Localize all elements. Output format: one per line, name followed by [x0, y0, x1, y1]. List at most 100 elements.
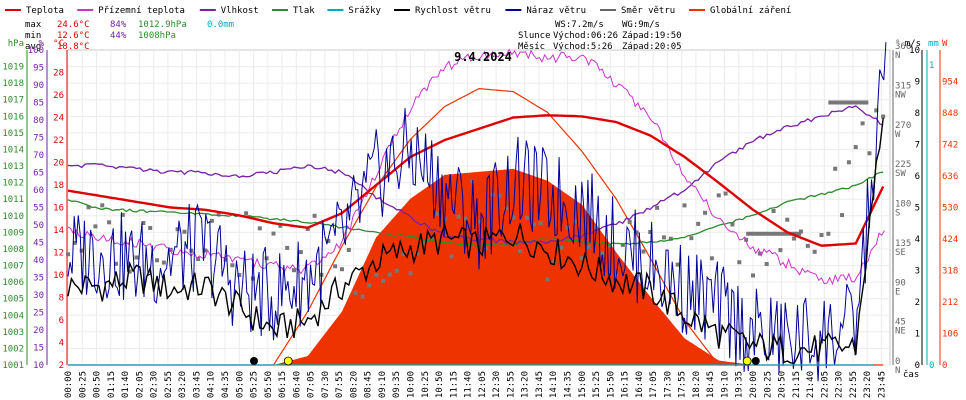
hpa-axis-tick: 1005: [2, 295, 24, 305]
x-tick-label: 10:00: [407, 371, 417, 398]
x-tick-label: 01:40: [121, 371, 131, 398]
wind-direction-point: [182, 229, 187, 234]
wind-direction-point: [435, 211, 440, 216]
stat-avg-temp: 18.8°C: [57, 42, 90, 52]
x-tick-label: 18:45: [706, 371, 716, 398]
x-tick-label: 14:10: [549, 371, 559, 398]
wind-direction-point: [805, 243, 810, 248]
pct-axis-tick: 40: [33, 256, 44, 266]
wind-direction-point: [381, 278, 386, 283]
wind-direction-point: [833, 166, 838, 171]
hpa-axis-tick: 1017: [2, 96, 24, 106]
wind-direction-point: [175, 227, 180, 232]
temp-axis-tick: 6: [59, 316, 64, 326]
w-tick: 530: [942, 204, 958, 214]
x-tick-label: 14:35: [563, 371, 573, 398]
wind-direction-point: [778, 248, 783, 253]
w-tick: 212: [942, 298, 958, 308]
x-tick-label: 22:30: [835, 371, 845, 398]
ms-tick: 5: [915, 204, 920, 214]
x-tick-label: 04:35: [221, 371, 231, 398]
legend-label: Směr větru: [621, 6, 675, 16]
dir-tick: N: [895, 366, 900, 376]
wind-direction-point: [545, 277, 550, 282]
w-tick: 848: [942, 109, 958, 119]
deg-tick: 270: [895, 121, 911, 131]
ms-tick: 7: [915, 141, 920, 151]
pct-axis-tick: 30: [33, 291, 44, 301]
wind-direction-point: [298, 250, 303, 255]
wind-direction-point: [524, 215, 529, 220]
ms-tick: 0: [915, 361, 920, 371]
pct-axis-tick: 90: [33, 81, 44, 91]
x-tick-label: 00:25: [78, 371, 88, 398]
temp-axis-tick: 20: [53, 159, 64, 169]
wind-direction-point: [764, 262, 769, 267]
mm-axis-label: mm: [928, 39, 939, 49]
x-tick-label: 08:45: [364, 371, 374, 398]
wind-direction-point: [415, 251, 420, 256]
temp-axis-tick: 18: [53, 181, 64, 191]
wind-direction-point: [449, 254, 454, 259]
moonset-marker: [751, 357, 760, 365]
temp-axis-tick: 12: [53, 249, 64, 259]
mm-tick: 1: [929, 61, 934, 71]
wind-direction-point: [470, 179, 475, 184]
dir-tick: NE: [895, 327, 906, 337]
wind-direction-point: [312, 213, 317, 218]
temp-axis-tick: 4: [59, 339, 64, 349]
series-global-radiation: [68, 168, 887, 365]
wind-direction-point: [100, 203, 105, 208]
wind-direction-bar: [828, 100, 869, 105]
wind-direction-point: [161, 260, 166, 265]
stats-panel: max 24.6°C 84% 1012.9hPa 0.0mm min 12.6°…: [25, 20, 682, 52]
mm-tick: 0: [929, 361, 934, 371]
temp-axis-tick: 16: [53, 204, 64, 214]
hpa-axis-tick: 1008: [2, 245, 24, 255]
x-axis-label: čas: [903, 369, 919, 380]
sunrise-marker: [283, 356, 293, 366]
wind-direction-point: [518, 248, 523, 253]
wind-direction-point: [292, 268, 297, 273]
wind-direction-point: [812, 249, 817, 254]
dir-tick: SW: [895, 169, 906, 179]
temp-axis-tick: 28: [53, 69, 64, 79]
wind-direction-point: [209, 218, 214, 223]
wind-direction-point: [456, 214, 461, 219]
wind-direction-point: [709, 256, 714, 261]
wind-direction-point: [668, 236, 673, 241]
wind-direction-point: [120, 212, 125, 217]
x-tick-label: 06:15: [278, 371, 288, 398]
x-tick-label: 11:15: [449, 371, 459, 398]
wind-direction-point: [641, 249, 646, 254]
wind-direction-point: [867, 151, 872, 156]
wind-direction-point: [572, 219, 577, 224]
deg-tick: 45: [895, 318, 906, 328]
wind-direction-point: [723, 191, 728, 196]
x-tick-label: 01:15: [107, 371, 117, 398]
hpa-axis-tick: 1015: [2, 129, 24, 139]
wind-direction-point: [730, 222, 735, 227]
wind-direction-point: [346, 247, 351, 252]
wind-direction-point: [107, 220, 112, 225]
x-tick-label: 04:10: [207, 371, 217, 398]
temp-axis-tick: 10: [53, 271, 64, 281]
wind-direction-point: [394, 268, 399, 273]
hpa-axis-tick: 1006: [2, 278, 24, 288]
wind-direction-point: [798, 229, 803, 234]
dir-tick: E: [895, 287, 900, 297]
wind-direction-point: [127, 269, 132, 274]
legend-label: Teplota: [26, 6, 64, 16]
x-tick-label: 16:15: [621, 371, 631, 398]
stat-min-press: 1008hPa: [138, 31, 176, 41]
pct-axis-tick: 75: [33, 134, 44, 144]
stat-moon-set: Západ:20:05: [622, 42, 682, 52]
x-tick-label: 07:55: [335, 371, 345, 398]
pct-axis-tick: 95: [33, 64, 44, 74]
wind-direction-point: [401, 252, 406, 257]
w-tick: 954: [942, 78, 958, 88]
x-tick-label: 12:05: [478, 371, 488, 398]
wind-direction-point: [196, 257, 201, 262]
deg-tick: 180: [895, 200, 911, 210]
